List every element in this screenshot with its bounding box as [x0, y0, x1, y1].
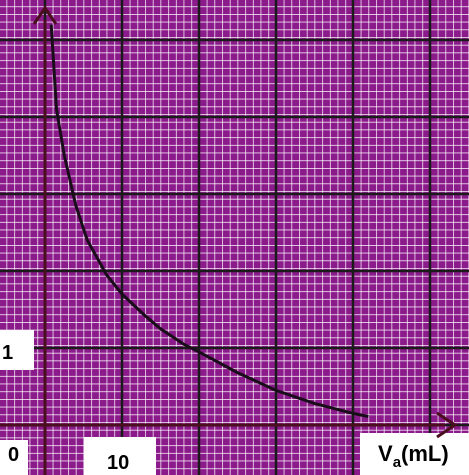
x-axis-arrowhead — [436, 411, 458, 439]
x-axis-label-patch — [360, 433, 469, 475]
x-tick-label-10: 10 — [107, 452, 129, 474]
y-tick-label-1: 1 — [2, 342, 13, 364]
x-tick-10-patch — [84, 437, 156, 475]
y-axis-arrowhead — [32, 5, 58, 25]
x-axis-label-sub: a — [393, 454, 402, 471]
x-axis-label: Va(mL) — [378, 441, 449, 471]
x-axis-label-rest: (mL) — [401, 441, 449, 466]
y-tick-1-patch — [0, 330, 34, 370]
x-axis-label-main: V — [378, 441, 393, 466]
x-tick-label-0: 0 — [8, 444, 19, 466]
x-tick-0-patch — [0, 440, 28, 475]
series-line — [49, 24, 369, 418]
label-patches — [0, 330, 469, 475]
